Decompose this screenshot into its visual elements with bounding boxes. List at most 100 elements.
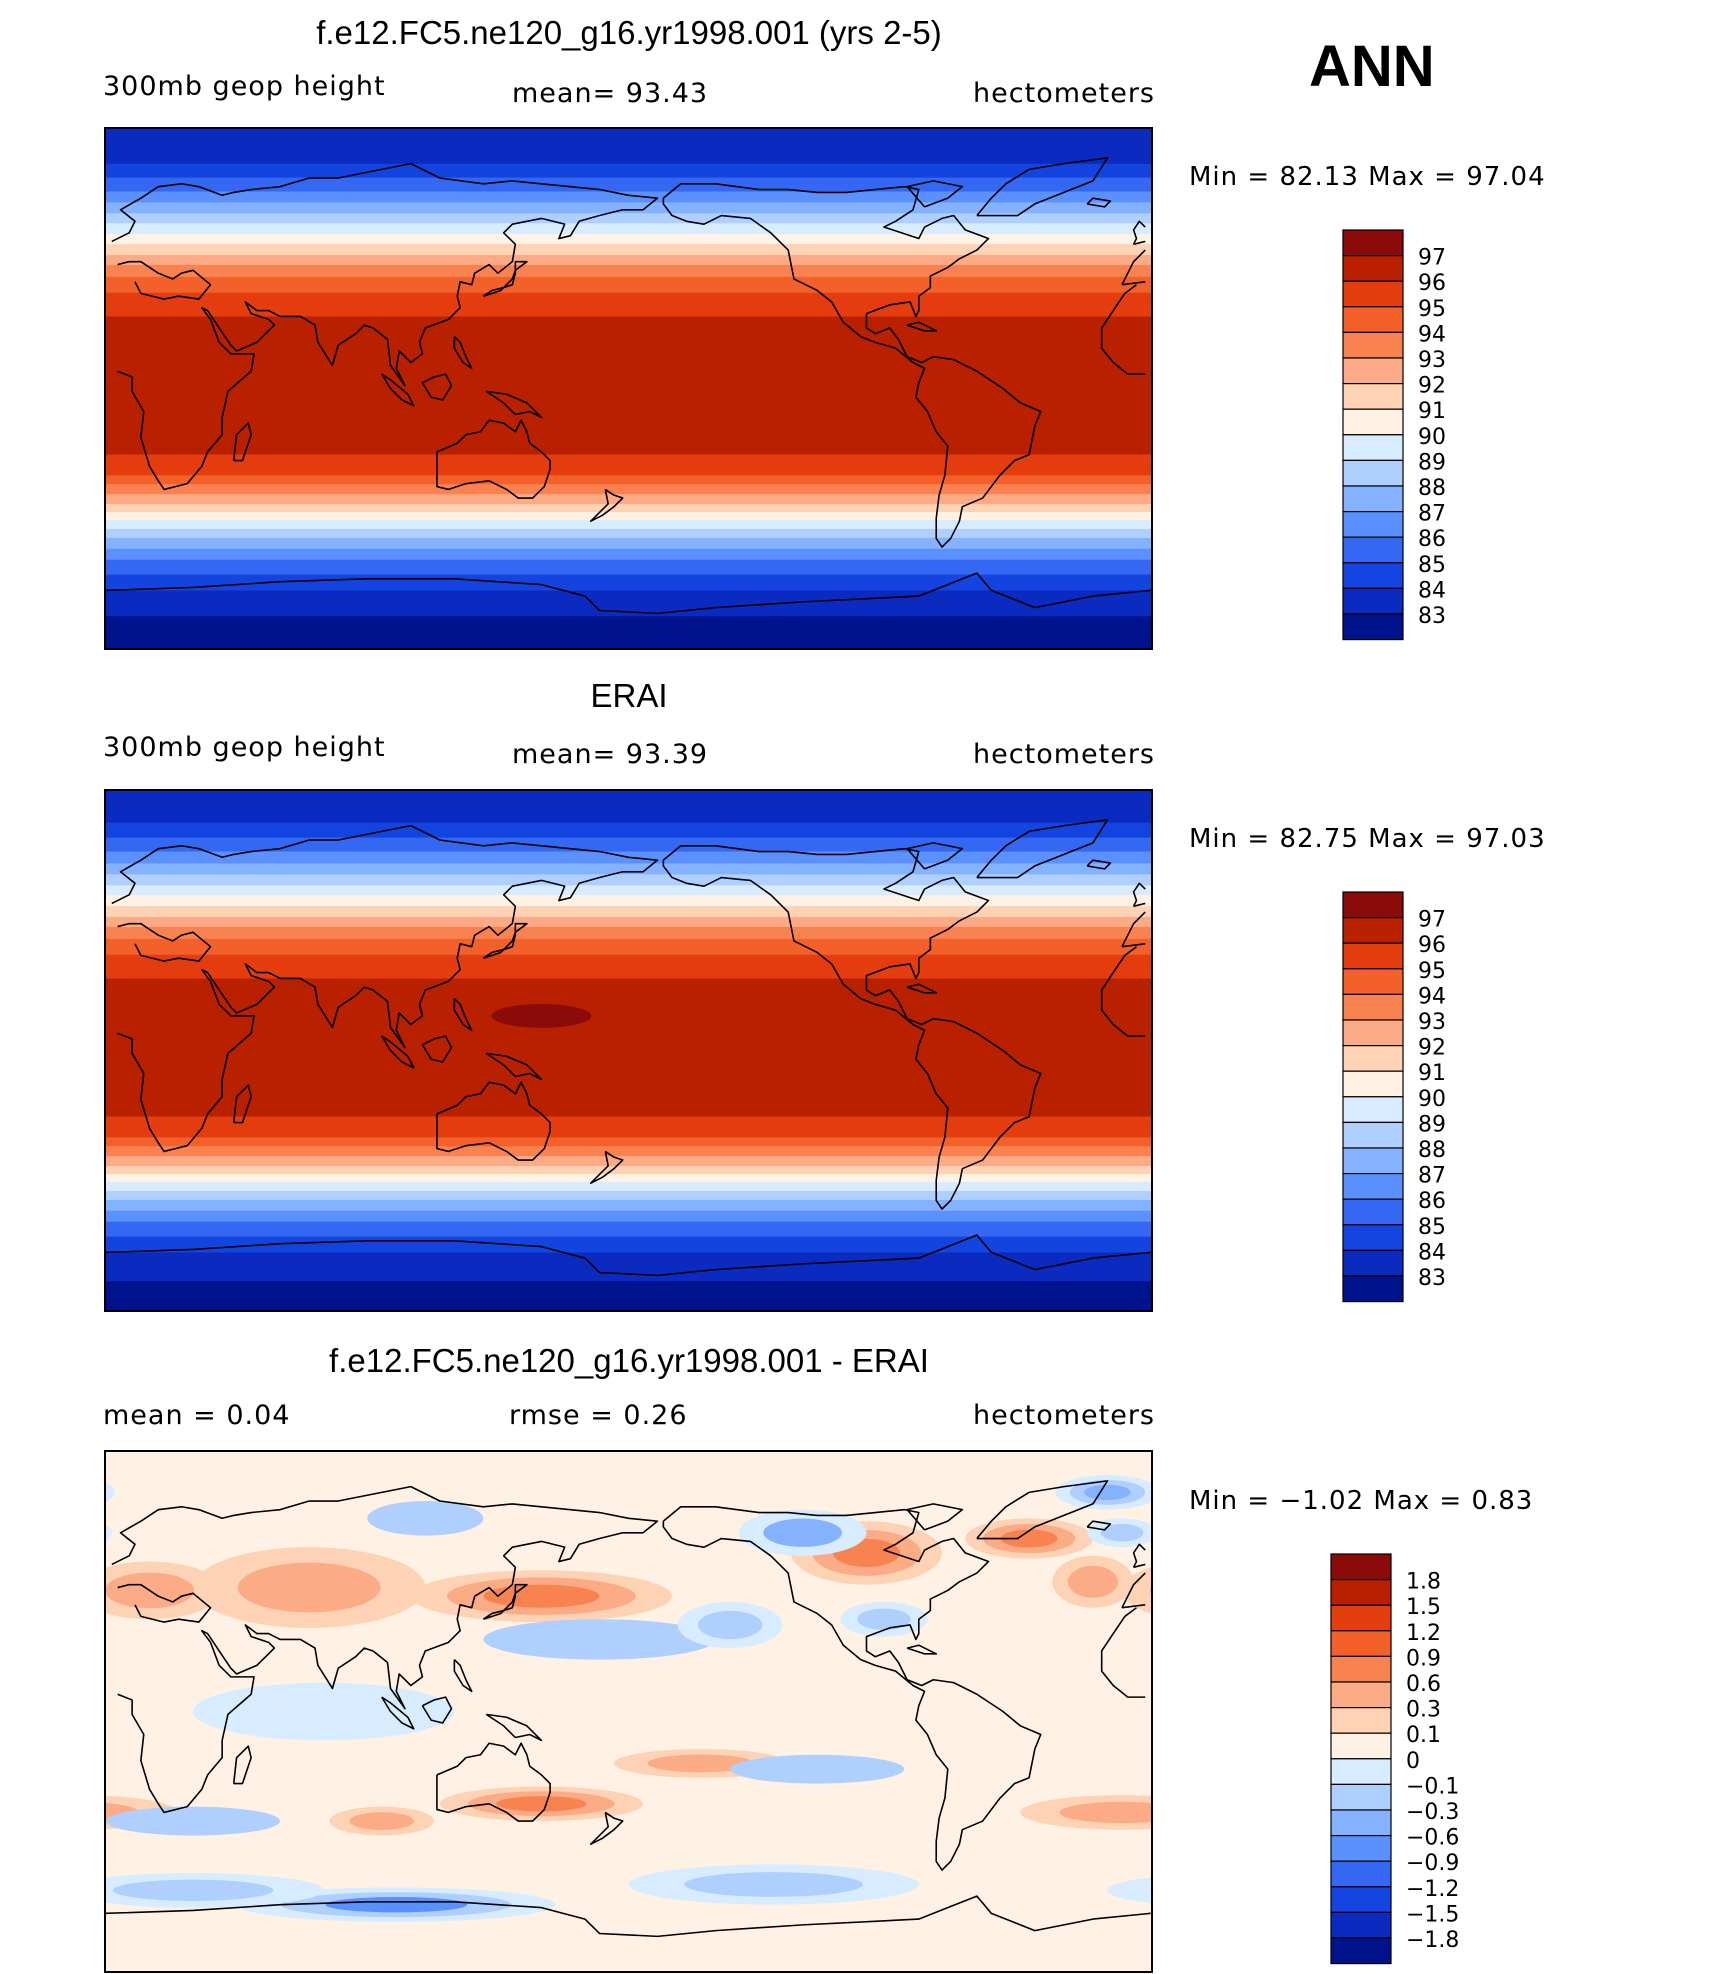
panel-2-contour-band bbox=[106, 1125, 1151, 1128]
panel-1-contour-band bbox=[106, 237, 1151, 239]
panel-2-contour-band bbox=[106, 1118, 1151, 1121]
panel-2-contour-band bbox=[106, 961, 1151, 964]
panel-1-contour-band bbox=[106, 442, 1151, 445]
panel-2-contour-band bbox=[106, 1091, 1151, 1094]
panel-2-contour-band bbox=[106, 810, 1151, 813]
panel-2-contour-band bbox=[106, 946, 1151, 949]
panel-1-contour-band bbox=[106, 510, 1151, 512]
panel-1-contour-band bbox=[106, 223, 1151, 225]
panel-1-contour-band bbox=[106, 321, 1151, 324]
panel-1-contour-band bbox=[106, 444, 1151, 447]
panel-1-contour-band bbox=[106, 595, 1151, 597]
panel-1-contour-band bbox=[106, 643, 1151, 645]
panel-1-contour-band bbox=[106, 339, 1151, 341]
panel-1-contour-band bbox=[106, 447, 1151, 450]
panel-1-contour-band bbox=[106, 570, 1151, 573]
panel-2-contour-band bbox=[106, 1184, 1151, 1187]
panel-2-contour-band bbox=[106, 901, 1151, 903]
panel-1-contour-band bbox=[106, 404, 1151, 407]
panel-2-contour-band bbox=[106, 1194, 1151, 1197]
panel-2-contour-band bbox=[106, 1127, 1151, 1129]
panel-2-contour-band bbox=[106, 1115, 1151, 1118]
panel-2-contour-band bbox=[106, 1268, 1151, 1270]
panel-2-contour-band bbox=[106, 1212, 1151, 1215]
panel-3-coastline-europe-africa bbox=[1121, 1572, 1146, 1609]
panel-1-contour-band bbox=[106, 360, 1151, 362]
panel-2-contour-band bbox=[106, 1083, 1151, 1086]
panel-2-contour-band bbox=[106, 886, 1151, 888]
panel-3-colorbar-label: −0.6 bbox=[1406, 1826, 1459, 1851]
panel-1-contour-band bbox=[106, 179, 1151, 182]
panel-2-contour-band bbox=[106, 1301, 1151, 1303]
panel-2-contour-band bbox=[106, 1242, 1151, 1245]
panel-2-contour-band bbox=[106, 1303, 1151, 1305]
panel-1-contour-band bbox=[106, 289, 1151, 292]
panel-2-contour-band bbox=[106, 951, 1151, 954]
panel-2-colorbar-swatch bbox=[1342, 942, 1404, 970]
panel-1-coastline-europe-africa bbox=[111, 162, 659, 491]
panel-1-contour-band bbox=[106, 465, 1151, 467]
panel-2-contour-band bbox=[106, 1056, 1151, 1059]
panel-1-contour-band bbox=[106, 471, 1151, 473]
panel-2-contour-band bbox=[106, 959, 1151, 962]
panel-1-contour-band bbox=[106, 478, 1151, 480]
panel-1-contour-band bbox=[106, 297, 1151, 300]
panel-1-contour-band bbox=[106, 257, 1151, 259]
panel-3-coastlines bbox=[106, 1480, 1151, 1938]
panel-1-contour-band bbox=[106, 172, 1151, 175]
panel-1-contour-band bbox=[106, 559, 1151, 562]
panel-2-contour-band bbox=[106, 1238, 1151, 1241]
panel-3-colorbar-label: −1.5 bbox=[1406, 1902, 1459, 1927]
panel-2-contour-band bbox=[106, 983, 1151, 986]
panel-1-contour-band bbox=[106, 548, 1151, 551]
panel-2-contour-band bbox=[106, 1150, 1151, 1152]
panel-1-contour-band bbox=[106, 437, 1151, 440]
panel-1-contour-band bbox=[106, 422, 1151, 425]
panel-1-contour-band bbox=[106, 560, 1151, 563]
panel-1-contour-band bbox=[106, 382, 1151, 384]
panel-2-colorbar-label: 86 bbox=[1418, 1189, 1446, 1214]
panel-1-contour-band bbox=[106, 169, 1151, 172]
panel-2-contour-band bbox=[106, 1087, 1151, 1090]
panel-1-contour-band bbox=[106, 473, 1151, 475]
panel-1-contour-band bbox=[106, 362, 1151, 364]
panel-2-contour-band bbox=[106, 842, 1151, 845]
panel-2-contour-band bbox=[106, 1187, 1151, 1190]
panel-1-contour-band bbox=[106, 178, 1151, 181]
panel-1-contour-band bbox=[106, 488, 1151, 490]
panel-2-contour-band bbox=[106, 793, 1151, 796]
panel-2-contour-band bbox=[106, 816, 1151, 819]
panel-1-contour-band bbox=[106, 636, 1151, 638]
panel-2-contour-band bbox=[106, 943, 1151, 946]
panel-1-contour-band bbox=[106, 446, 1151, 449]
panel-1-contour-band bbox=[106, 450, 1151, 453]
panel-2-coastline-europe-africa bbox=[1121, 911, 1146, 948]
panel-1-contour-band bbox=[106, 232, 1151, 234]
panel-1-contour-band bbox=[106, 484, 1151, 486]
panel-1-contour-band bbox=[106, 148, 1151, 151]
panel-1-contour-band bbox=[106, 597, 1151, 599]
panel-2-contour-band bbox=[106, 840, 1151, 843]
panel-2-contour-band bbox=[106, 875, 1151, 877]
panel-2-contour-band bbox=[106, 1170, 1151, 1172]
panel-1-contour-band bbox=[106, 452, 1151, 455]
panel-1-contour-band bbox=[106, 258, 1151, 260]
panel-1-contour-band bbox=[106, 199, 1151, 202]
panel-2-contour-band bbox=[106, 1111, 1151, 1114]
panel-2-coastline-madagascar bbox=[232, 1084, 252, 1124]
panel-2-colorbar-swatch bbox=[1342, 1019, 1404, 1047]
panel-1-contour-band bbox=[106, 337, 1151, 339]
panel-2-contour-band bbox=[106, 804, 1151, 807]
panel-2-contour-band bbox=[106, 1266, 1151, 1268]
panel-3-anomaly-contour bbox=[1107, 1877, 1151, 1904]
panel-2-contour-band bbox=[106, 852, 1151, 855]
panel-3-coastline-britain bbox=[1132, 1543, 1146, 1568]
panel-1-contour-band bbox=[106, 417, 1151, 420]
panel-3-title: f.e12.FC5.ne120_g16.yr1998.001 - ERAI bbox=[329, 1342, 929, 1379]
panel-1-contour-band bbox=[106, 291, 1151, 294]
panel-2-contour-band bbox=[106, 1096, 1151, 1099]
panel-1-contour-band bbox=[106, 512, 1151, 514]
panel-1-contour-band bbox=[106, 268, 1151, 271]
panel-1-contour-band bbox=[106, 367, 1151, 369]
panel-1-contour-band bbox=[106, 520, 1151, 523]
